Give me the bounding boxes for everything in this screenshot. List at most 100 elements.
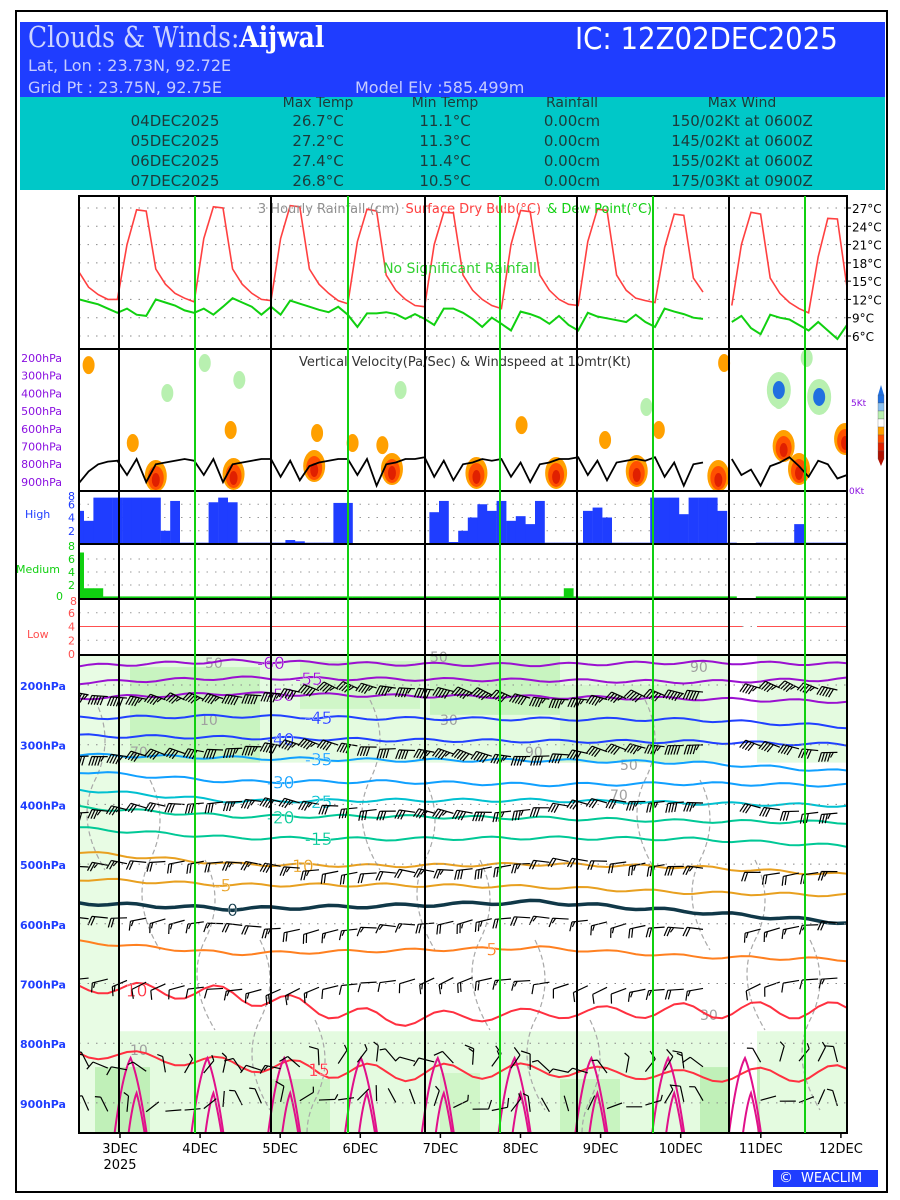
cloud-bar [160, 530, 171, 544]
wind-barb [145, 1101, 160, 1113]
cloud-bar [103, 497, 113, 544]
wind-barb [470, 750, 492, 764]
wind-barb [662, 689, 684, 702]
wind-barb [203, 748, 224, 759]
legend-down-arrow [878, 459, 884, 466]
weaclim-badge: © WEACLIM [773, 1170, 878, 1187]
wind-barb [624, 743, 646, 755]
wind-barb [689, 1086, 704, 1101]
wind-barb [451, 686, 473, 700]
wind-barb [302, 929, 320, 944]
wind-barb [531, 1059, 550, 1072]
wind-barb [413, 808, 435, 819]
wind-barb [540, 1097, 550, 1113]
wind-barb [204, 801, 224, 814]
cloud-bar [669, 497, 680, 544]
isotherm-line [79, 939, 847, 963]
wind-barb [528, 859, 550, 870]
cloud-bar [429, 596, 440, 598]
wind-barb [624, 1052, 630, 1073]
cloud-bar [535, 596, 545, 598]
brand-name: WEACLIM [801, 1171, 863, 1186]
cloud-bar [458, 596, 468, 598]
wind-barb [394, 923, 416, 933]
cloud-bar [727, 596, 737, 598]
wind-barb [739, 803, 761, 814]
pressure-level-label: 800hPa [20, 1038, 66, 1051]
vv-core-inner [552, 469, 561, 484]
temp-tick-label: 21°C [852, 239, 882, 253]
wind-barb [663, 926, 684, 937]
wind-barb [683, 801, 704, 812]
cloud-bar [477, 596, 488, 598]
wind-barb [149, 918, 166, 934]
wind-barb [79, 755, 89, 766]
cloud-bar [333, 502, 344, 544]
summary-rain-cell: 0.00cm [543, 112, 601, 130]
isotherm-line [79, 898, 847, 926]
cloud-bar [467, 517, 478, 544]
vv-core-inner [779, 443, 788, 458]
vv-pressure-label: 600hPa [21, 423, 62, 436]
temp-tick-label: 6°C [852, 330, 874, 344]
wind-barb [150, 983, 166, 1000]
wind-barb [221, 922, 243, 933]
legend-swatch [877, 442, 885, 452]
rh-contour [251, 939, 271, 1111]
wind-barb [358, 808, 377, 821]
isotherm-label: -30 [267, 774, 295, 794]
wind-barb [79, 1095, 90, 1111]
vv-pressure-label: 700hPa [21, 441, 62, 454]
wind-barb [604, 691, 627, 704]
wind-barb [79, 917, 89, 920]
wind-barb [818, 977, 838, 989]
wind-barb [798, 1096, 815, 1104]
cloud-bar [765, 596, 776, 598]
wind-barb [779, 810, 800, 821]
wind-barb [457, 977, 473, 994]
wind-barb [394, 868, 416, 879]
cloud-bar [563, 588, 574, 598]
cloud-bar [707, 497, 718, 544]
wind-barb [547, 802, 569, 813]
wind-barb [451, 809, 473, 821]
cloud-bar [170, 500, 180, 544]
wind-barb [125, 695, 147, 707]
summary-min-cell: 10.5°C [419, 172, 471, 190]
wind-barb [316, 681, 339, 694]
daily-summary-table: Max Temp Min Temp Rainfall Max Wind 04DE… [20, 97, 885, 190]
rh-contour [361, 699, 381, 871]
wind-barb [758, 680, 781, 693]
cloud-bar [333, 596, 344, 598]
wind-barb [664, 865, 684, 876]
cloud-bar [352, 596, 363, 598]
wind-barb [279, 1055, 301, 1068]
cloud-bar [83, 520, 94, 544]
wind-barb [628, 924, 646, 939]
wind-barb [163, 747, 185, 760]
legend-swatch [877, 426, 885, 436]
windspeed-10m-line [731, 456, 847, 488]
wind-barb [604, 743, 627, 755]
wind-barb [394, 809, 416, 820]
wind-barb [779, 1041, 785, 1062]
cloud-bar [813, 596, 824, 598]
rh-contour [801, 939, 821, 1111]
warm-core-contour [420, 1055, 455, 1133]
wind-barb [777, 680, 800, 693]
wind-barb [741, 871, 761, 882]
wind-barb [275, 1080, 285, 1103]
isotherm-line [79, 771, 847, 788]
wind-barb [474, 977, 492, 992]
temp-tick-label: 24°C [852, 220, 882, 234]
vertical-velocity-panel [79, 349, 847, 492]
date-label: 7DEC [423, 1142, 459, 1157]
rh-contour [86, 699, 106, 871]
vv-blob [161, 384, 174, 403]
wind-barb [356, 1043, 368, 1063]
wind-barb [299, 1086, 314, 1102]
isotherm-line [79, 788, 847, 808]
lat-lon: Lat, Lon : 23.73N, 92.72E [28, 56, 232, 75]
wind-barb [204, 861, 224, 873]
date-label: 8DEC [503, 1142, 539, 1157]
